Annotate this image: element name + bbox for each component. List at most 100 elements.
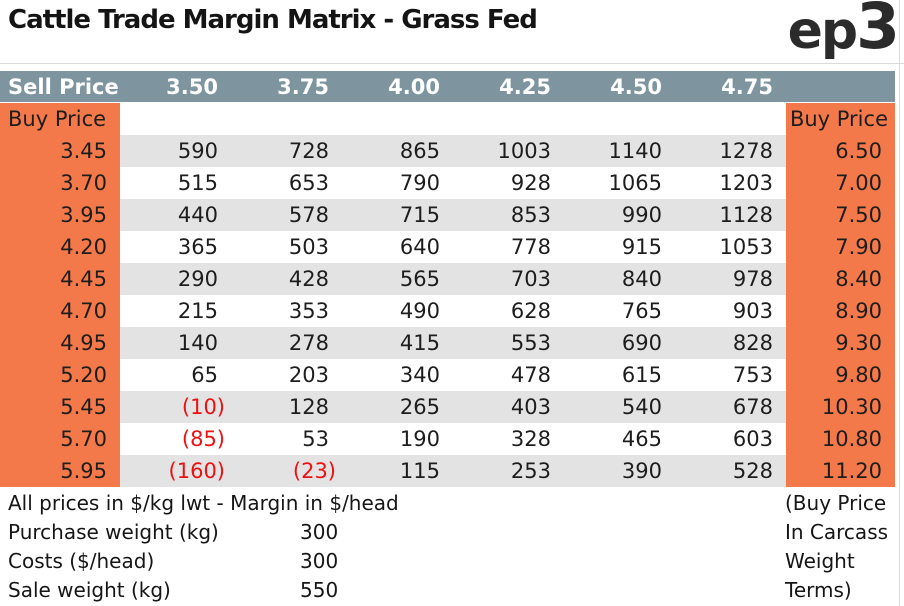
carcass-note-line: (Buy Price: [785, 491, 887, 515]
margin-value: 528: [675, 455, 786, 487]
margin-value: 440: [120, 199, 231, 231]
matrix-row: 5.45 (10) 128 265 403 540 678 10.30: [0, 391, 895, 423]
page-edge-line: [899, 0, 900, 606]
buy-price-cwt: 9.30: [786, 327, 895, 359]
margin-value: 1278: [675, 135, 786, 167]
margin-value: 978: [675, 263, 786, 295]
margin-value: (160): [120, 455, 231, 487]
margin-value: 1140: [564, 135, 675, 167]
footer-notes: All prices in $/kg lwt - Margin in $/hea…: [0, 489, 780, 605]
carcass-note-line: In Carcass: [785, 520, 889, 544]
ep3-logo: ep 3: [787, 0, 900, 63]
buy-price-label-right: Buy Price: [786, 103, 895, 135]
matrix-row: 3.45 590 728 865 1003 1140 1278 6.50: [0, 135, 895, 167]
margin-value: 415: [342, 327, 453, 359]
param-label: Costs ($/head): [8, 549, 155, 573]
footer-line: All prices in $/kg lwt - Margin in $/hea…: [0, 489, 780, 518]
buy-price-cwt: 7.00: [786, 167, 895, 199]
margin-value: 840: [564, 263, 675, 295]
buy-price-cwt: 7.50: [786, 199, 895, 231]
margin-value: 115: [342, 455, 453, 487]
param-value: 300: [300, 520, 339, 544]
buy-price-label-left: Buy Price: [0, 103, 120, 135]
sell-price-value: 4.50: [610, 74, 662, 99]
margin-value: 853: [453, 199, 564, 231]
header-divider-line: [0, 63, 904, 64]
buy-price-lwt: 5.95: [0, 455, 120, 487]
margin-value: 778: [510, 235, 551, 259]
margin-value: 403: [453, 391, 564, 423]
margin-value: 65: [191, 363, 218, 387]
footer-param-line: Sale weight (kg) 550: [0, 576, 780, 605]
buy-price-cwt: 10.80: [786, 423, 895, 455]
sell-price-header-row: Sell Price 3.50 3.75 4.00 4.25 4.50 4.75: [0, 71, 895, 102]
margin-value: 640: [399, 235, 440, 259]
page-title: Cattle Trade Margin Matrix - Grass Fed: [8, 5, 538, 35]
margin-value: 390: [564, 455, 675, 487]
buy-price-lwt: 4.70: [0, 295, 120, 327]
margin-value: 728: [231, 135, 342, 167]
buy-price-cwt: 11.20: [786, 455, 895, 487]
margin-value: 578: [231, 199, 342, 231]
margin-value: (23): [231, 455, 342, 487]
margin-value: 128: [231, 391, 342, 423]
buy-price-lwt: 4.95: [0, 327, 120, 359]
buy-price-lwt: 3.95: [0, 199, 120, 231]
margin-value: 765: [621, 299, 662, 323]
margin-value: 1065: [608, 171, 662, 195]
margin-value: 540: [564, 391, 675, 423]
margin-value: 365: [177, 235, 218, 259]
matrix-row: 5.95 (160) (23) 115 253 390 528 11.20: [0, 455, 895, 487]
margin-value: 190: [399, 427, 440, 451]
margin-value: 353: [288, 299, 329, 323]
buy-price-lwt: 3.45: [0, 135, 120, 167]
buy-price-cwt: 8.90: [786, 295, 895, 327]
margin-value: 865: [342, 135, 453, 167]
buy-price-label-row: Buy Price Buy Price: [0, 103, 895, 135]
sell-price-value: 4.00: [388, 74, 440, 99]
margin-value: 603: [732, 427, 773, 451]
margin-value: 828: [675, 327, 786, 359]
sell-price-value: 4.25: [499, 74, 551, 99]
margin-value: 490: [399, 299, 440, 323]
sell-price-label: Sell Price: [8, 74, 119, 99]
margin-value: 903: [732, 299, 773, 323]
buy-price-cwt: 10.30: [786, 391, 895, 423]
buy-price-cwt: 9.80: [786, 359, 895, 391]
margin-value: 340: [399, 363, 440, 387]
margin-value: 428: [231, 263, 342, 295]
margin-value: 465: [621, 427, 662, 451]
margin-value: 990: [564, 199, 675, 231]
matrix-row: 5.70 (85) 53 190 328 465 603 10.80: [0, 423, 895, 455]
param-label: Sale weight (kg): [8, 578, 171, 602]
buy-price-cwt: 6.50: [786, 135, 895, 167]
matrix-row: 4.70 215 353 490 628 765 903 8.90: [0, 295, 895, 327]
matrix-row: 4.95 140 278 415 553 690 828 9.30: [0, 327, 895, 359]
margin-value: (10): [120, 391, 231, 423]
margin-value: 928: [510, 171, 551, 195]
carcass-note-line: Terms): [785, 578, 852, 602]
sell-price-value: 4.75: [721, 74, 773, 99]
sell-price-value: 3.75: [277, 74, 329, 99]
margin-value: 478: [510, 363, 551, 387]
buy-price-lwt: 5.45: [0, 391, 120, 423]
margin-value: 328: [510, 427, 551, 451]
param-value: 300: [300, 549, 339, 573]
margin-value: 1053: [719, 235, 773, 259]
matrix-body: Buy Price Buy Price 3.45 590 728 865 1003 114…: [0, 103, 895, 487]
footer-param-line: Costs ($/head) 300: [0, 547, 780, 576]
margin-value: 690: [564, 327, 675, 359]
buy-price-lwt: 4.45: [0, 263, 120, 295]
margin-value: 703: [453, 263, 564, 295]
logo-text-ep: ep: [787, 1, 858, 61]
carcass-weight-note: (Buy Price In Carcass Weight Terms): [785, 489, 888, 605]
margin-value: 215: [177, 299, 218, 323]
margin-value: 678: [675, 391, 786, 423]
logo-text-three: 3: [856, 0, 900, 63]
buy-price-cwt: 7.90: [786, 231, 895, 263]
sell-price-value: 3.50: [166, 74, 218, 99]
margin-value: 278: [231, 327, 342, 359]
buy-price-cwt: 8.40: [786, 263, 895, 295]
matrix-row: 4.20 365 503 640 778 915 1053 7.90: [0, 231, 895, 263]
margin-value: 203: [288, 363, 329, 387]
